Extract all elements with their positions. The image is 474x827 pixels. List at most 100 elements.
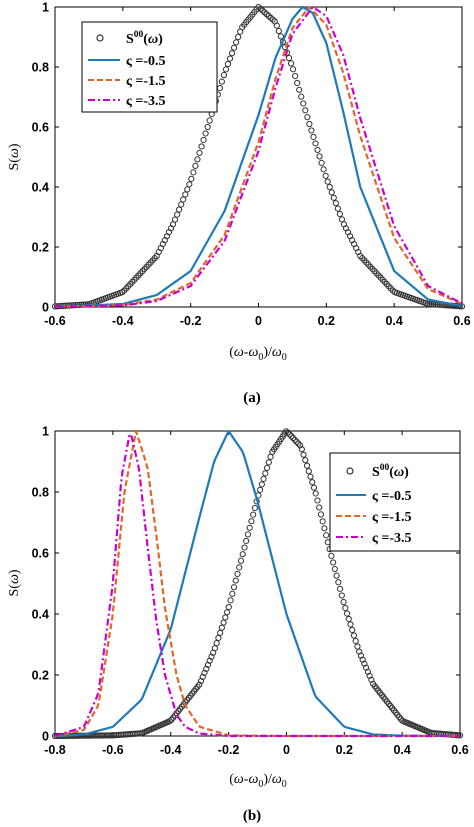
point-s00-b <box>284 429 292 436</box>
point-s00-a <box>188 175 195 182</box>
point-s00-b <box>331 565 338 573</box>
panel-label-a: (a) <box>243 390 261 406</box>
point-s00-b <box>321 525 328 532</box>
point-s00-b <box>263 464 271 471</box>
ticks-b: -0.8 -0.6 -0.4 -0.2 0 0.2 0.4 0.6 0 0.2 0.4 0.6 0.8 1 <box>32 425 469 758</box>
legend-label-s00-a: S00(ω) <box>126 30 163 47</box>
point-s00-a <box>198 143 205 150</box>
point-s00-a <box>285 54 293 62</box>
chart-panel-a: -0.6 -0.4 -0.2 0 0.2 0.4 0.6 0 0.2 0.4 0.6 0.8 1 S00… <box>7 1 471 407</box>
point-s00-b <box>335 579 342 586</box>
legend-box-b <box>329 452 461 552</box>
chart-panel-b: -0.8 -0.6 -0.4 -0.2 0 0.2 0.4 0.6 0 0.2 0.4 0.6 0.8 1… <box>7 425 469 825</box>
point-s00-b <box>236 564 243 571</box>
point-s00-b <box>336 585 344 592</box>
point-s00-a <box>222 66 230 73</box>
legend-label-s00-b: S00(ω) <box>372 463 409 480</box>
point-s00-b <box>302 457 309 464</box>
point-s00-b <box>300 451 307 458</box>
point-s00-a <box>314 146 321 154</box>
point-s00-a <box>318 159 325 166</box>
point-s00-a <box>178 201 185 208</box>
point-s00-b <box>314 497 321 504</box>
point-s00-b <box>298 446 305 453</box>
legend-marker-s00-a <box>96 34 104 42</box>
point-s00-a <box>220 72 228 79</box>
point-s00-b <box>310 484 318 491</box>
series-line-solid-b <box>54 430 461 738</box>
y-tick-label-a: 0.6 <box>32 121 49 135</box>
point-s00-a <box>320 166 327 173</box>
point-s00-a <box>273 22 280 29</box>
point-s00-b <box>239 551 246 558</box>
point-s00-a <box>228 50 236 57</box>
ylabel-a: S(ω) <box>7 143 22 170</box>
point-s00-b <box>232 577 239 584</box>
legend-label-s05-b: ς =-0.5 <box>372 489 412 504</box>
point-s00-a <box>334 205 341 212</box>
ylabel-b: S(ω) <box>7 569 22 596</box>
point-s00-a <box>296 86 303 93</box>
series-group-b <box>51 428 464 740</box>
point-s00-b <box>251 504 258 512</box>
series-line-solid-a <box>54 5 463 308</box>
point-s00-b <box>250 511 257 518</box>
point-s00-a <box>312 140 319 147</box>
point-s00-a <box>184 186 191 193</box>
point-s00-b <box>340 598 347 606</box>
x-tick-label-b: 0 <box>283 743 290 757</box>
point-s00-a <box>275 27 282 35</box>
y-tick-label-a: 0.4 <box>32 181 49 195</box>
point-s00-a <box>324 178 331 185</box>
x-tick-label-a: 0 <box>255 314 262 328</box>
y-tick-label-b: 1 <box>42 425 49 439</box>
point-s00-b <box>257 486 264 493</box>
point-s00-b <box>265 459 272 466</box>
point-s00-b <box>260 475 267 482</box>
y-tick-label-a: 1 <box>42 1 49 15</box>
point-s00-a <box>204 123 211 131</box>
point-s00-a <box>186 181 193 188</box>
y-tick-label-b: 0 <box>42 730 49 744</box>
point-s00-a <box>190 169 197 176</box>
ticks-a: -0.6 -0.4 -0.2 0 0.2 0.4 0.6 0 0.2 0.4 0.6 0.8 1 <box>32 1 471 329</box>
point-s00-a <box>310 133 317 141</box>
point-s00-a <box>180 196 187 203</box>
y-tick-label-a: 0.2 <box>32 241 49 255</box>
point-s00-a <box>281 44 289 51</box>
legend-b: S00(ω) ς =-0.5 ς =-1.5 ς =-3.5 <box>329 452 461 552</box>
point-s00-a <box>426 301 433 308</box>
point-s00-a <box>277 33 284 40</box>
point-s00-b <box>330 559 337 566</box>
y-tick-label-a: 0.8 <box>32 61 49 75</box>
legend-label-s15-b: ς =-1.5 <box>372 510 412 525</box>
point-s00-a <box>196 149 203 157</box>
point-s00-a <box>316 153 323 160</box>
legend-label-s15-a: ς =-1.5 <box>126 74 166 89</box>
point-s00-b <box>290 434 297 442</box>
point-s00-b <box>258 481 265 488</box>
point-s00-a <box>226 55 234 62</box>
point-s00-b <box>342 604 349 612</box>
y-tick-label-b: 0.2 <box>32 669 49 683</box>
series-line-dashed-a <box>54 5 463 308</box>
x-tick-label-a: 0.6 <box>453 314 470 328</box>
point-s00-a <box>306 120 313 128</box>
y-tick-label-b: 0.4 <box>32 608 49 622</box>
point-s00-a <box>294 79 301 87</box>
point-s00-a <box>200 136 207 144</box>
x-tick-label-a: -0.4 <box>112 314 134 328</box>
xlabel-b: (ω-ω0)/ω0 <box>229 772 287 790</box>
point-s00-b <box>234 570 241 578</box>
point-s00-b <box>296 442 304 449</box>
point-s00-a <box>322 172 329 179</box>
point-s00-b <box>295 440 302 447</box>
point-s00-b <box>309 479 316 486</box>
point-s00-a <box>176 206 183 213</box>
legend-a: S00(ω) ς =-0.5 ς =-1.5 ς =-3.5 <box>81 21 218 113</box>
point-s00-a <box>182 191 189 198</box>
point-s00-a <box>194 156 201 163</box>
point-s00-a <box>308 127 315 134</box>
point-s00-a <box>302 107 309 114</box>
